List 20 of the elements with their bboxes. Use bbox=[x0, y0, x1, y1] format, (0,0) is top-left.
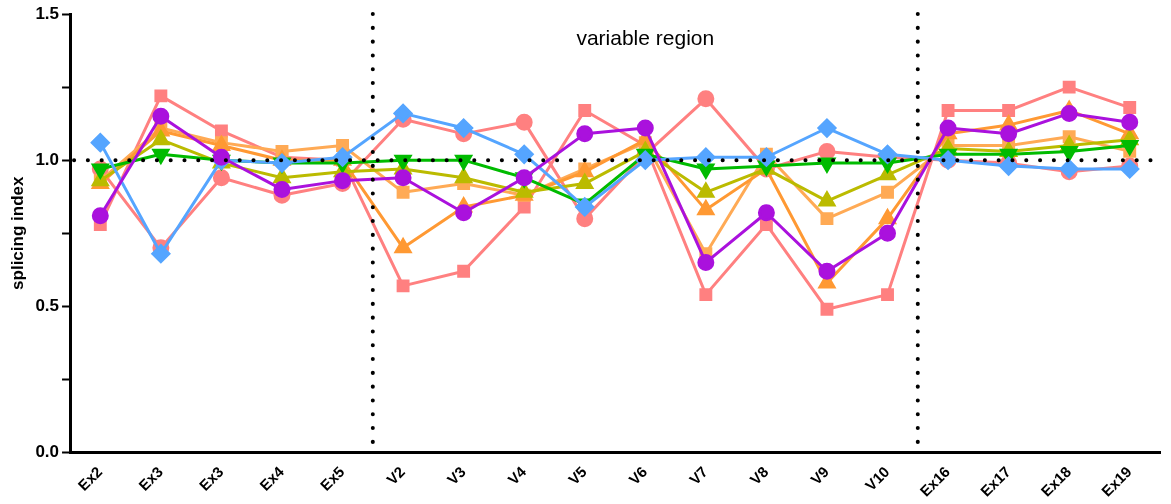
x-tick-label: V7 bbox=[685, 462, 711, 488]
x-tick-label: Ex3 bbox=[195, 462, 227, 494]
x-tick-label: Ex4 bbox=[256, 462, 288, 494]
x-tick-label: V8 bbox=[746, 462, 772, 488]
y-tick-label: 0.5 bbox=[35, 296, 60, 316]
x-tick-label: Ex5 bbox=[316, 462, 348, 494]
y-tick-label: 1.0 bbox=[35, 149, 60, 169]
y-axis-title: splicing index bbox=[7, 176, 27, 290]
x-tick-label: V5 bbox=[564, 462, 590, 488]
y-tick-label: 0.0 bbox=[35, 442, 60, 462]
y-tick-label: 1.5 bbox=[35, 3, 60, 23]
x-tick-label: V3 bbox=[443, 462, 469, 488]
x-tick-label: Ex3 bbox=[135, 462, 166, 494]
x-tick-label: V9 bbox=[807, 462, 832, 488]
x-tick-label: V2 bbox=[383, 462, 409, 488]
x-tick-label: V6 bbox=[625, 462, 651, 488]
annotation: variable region bbox=[576, 25, 715, 49]
x-tick-label: V4 bbox=[504, 462, 530, 488]
x-tick-label: V10 bbox=[861, 462, 893, 494]
x-tick-label: Ex2 bbox=[74, 462, 106, 494]
